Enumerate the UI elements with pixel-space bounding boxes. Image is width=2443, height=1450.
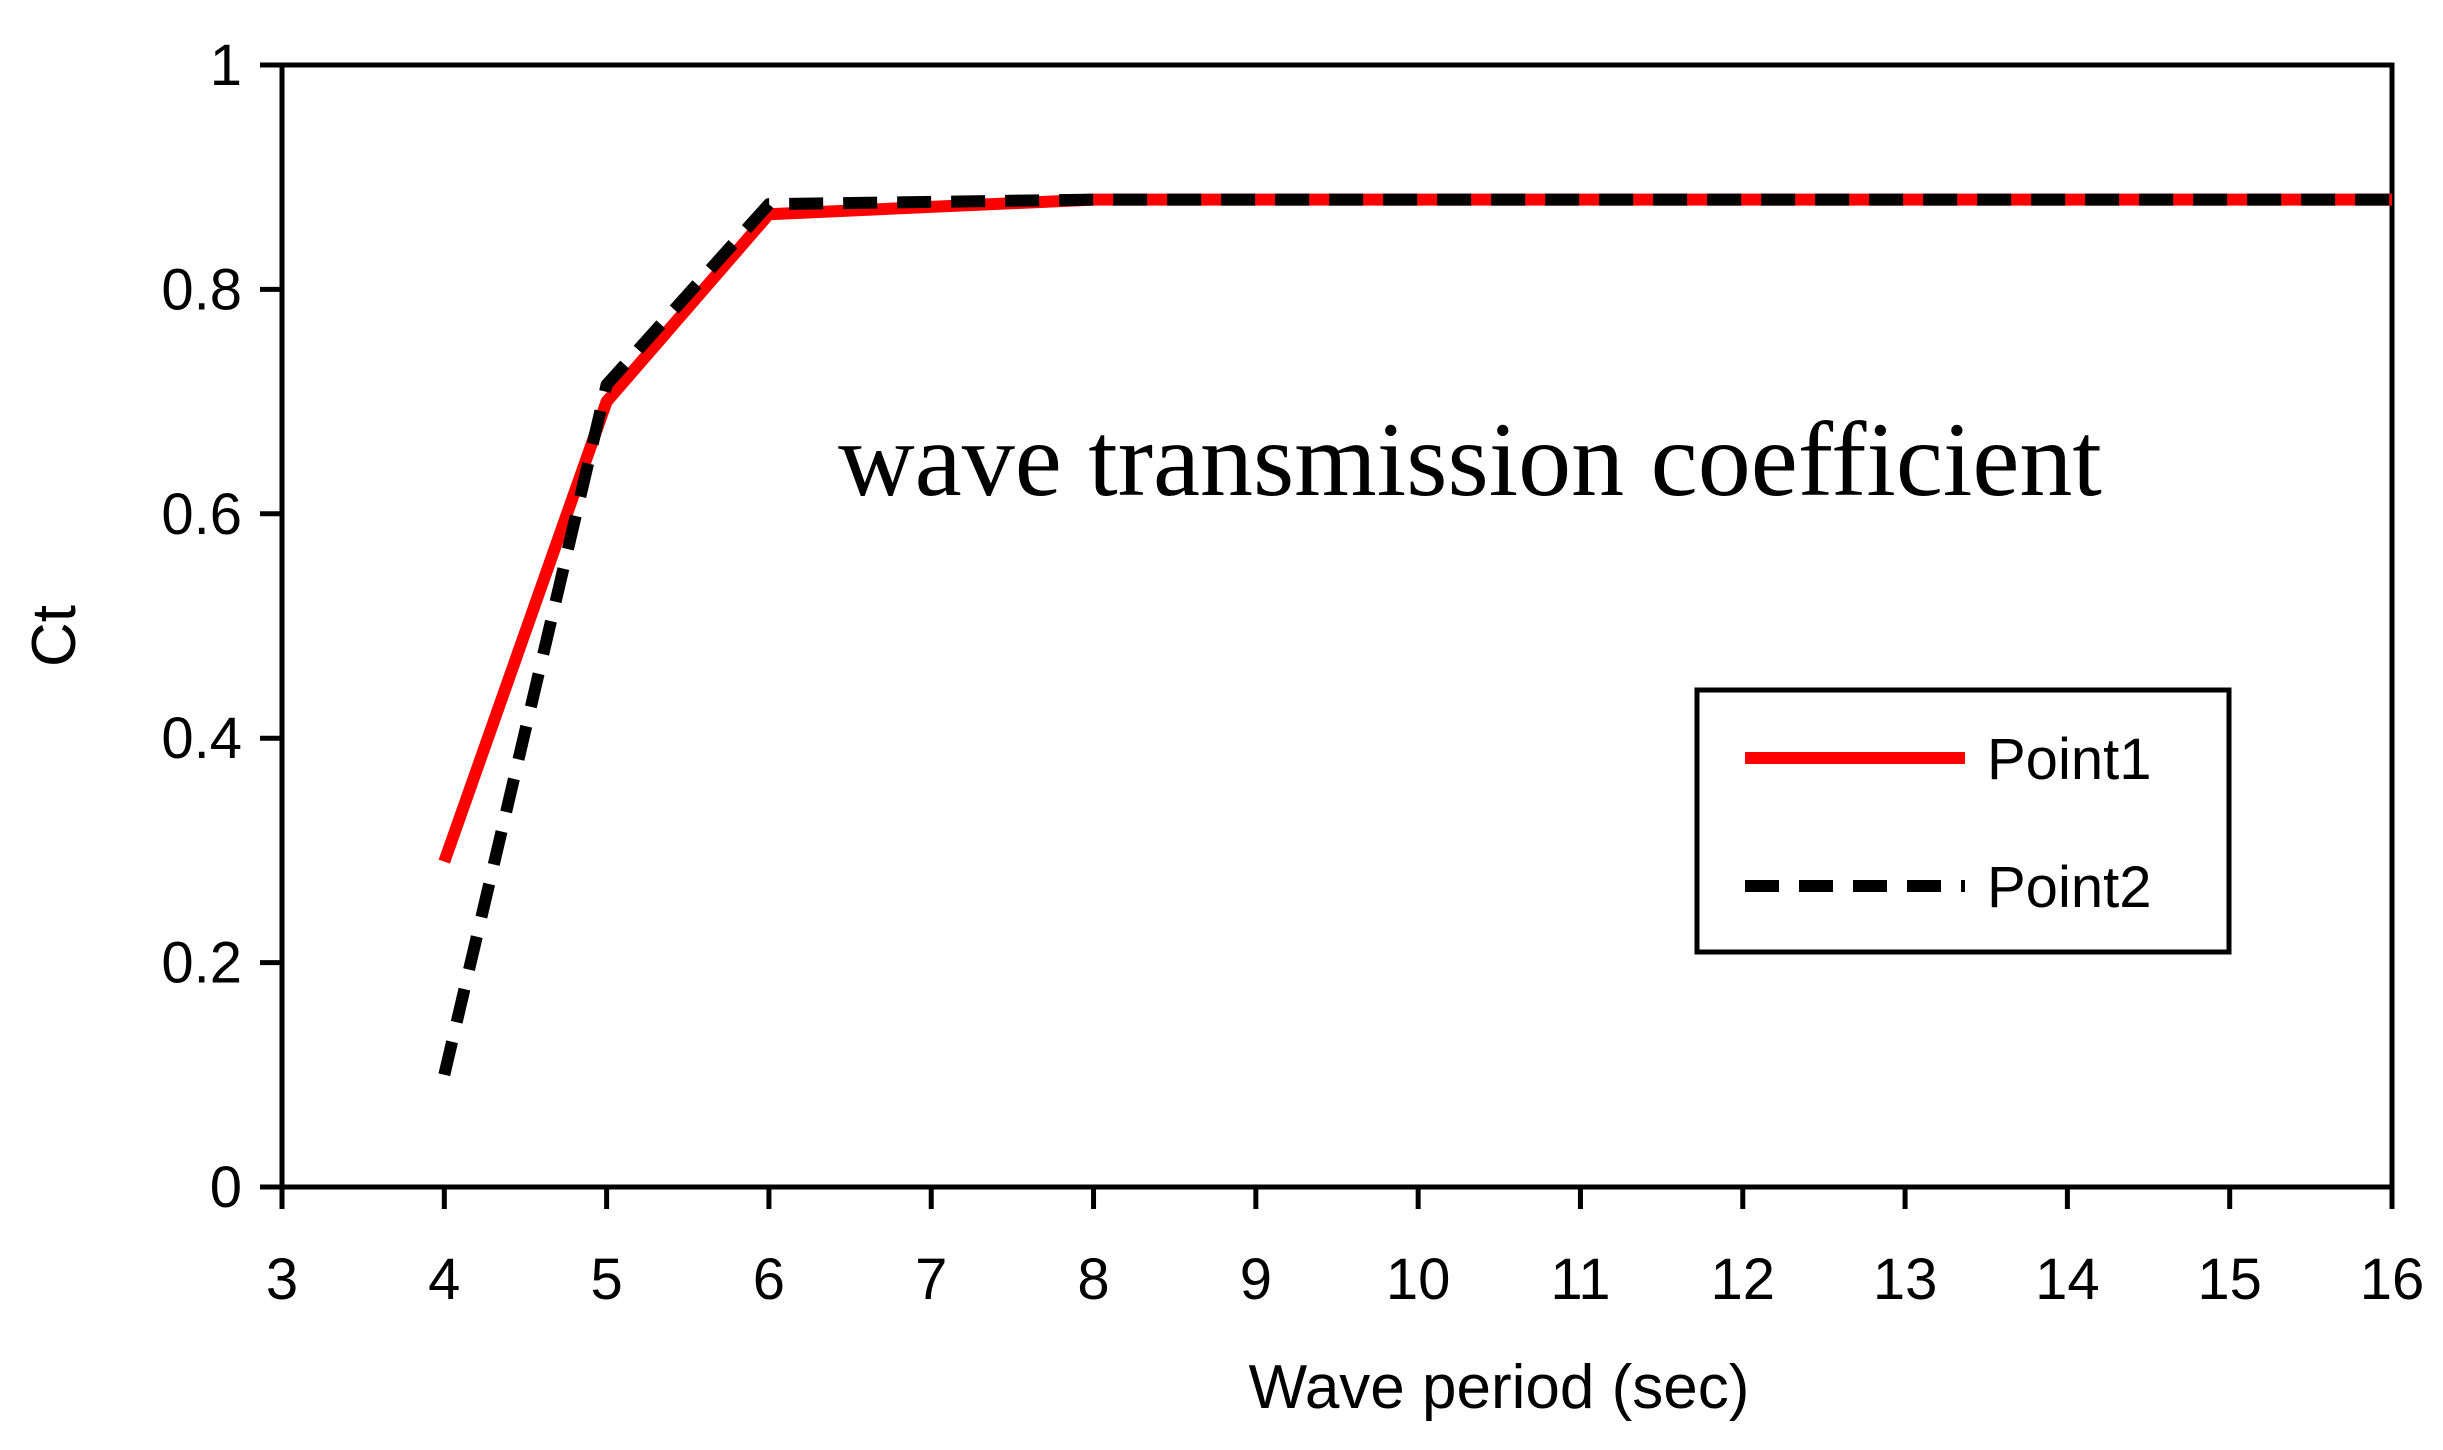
x-tick-label: 5: [590, 1247, 622, 1312]
legend-label-point2: Point2: [1987, 855, 2151, 920]
x-tick-label: 14: [2035, 1247, 2100, 1312]
y-tick-label: 1: [210, 33, 242, 98]
x-tick-label: 11: [1550, 1247, 1610, 1312]
chart-annotation: wave transmission coefficient: [838, 401, 2102, 518]
legend-label-point1: Point1: [1987, 727, 2151, 792]
series-line-point2: [438, 193, 2392, 1077]
y-tick-label: 0: [210, 1155, 242, 1220]
x-axis-title: Wave period (sec): [1249, 1353, 1750, 1422]
axes-layer: 00.20.40.60.813 4 5 6 7 8 9 10 11 12 13 14 15 16: [161, 33, 2424, 1312]
y-tick-label: 0.2: [161, 931, 242, 996]
x-tick-label: 7: [915, 1247, 947, 1312]
x-tick-label: 8: [1077, 1247, 1109, 1312]
series-layer: [438, 193, 2392, 1077]
x-tick-label: 13: [1873, 1247, 1938, 1312]
x-tick-label: 15: [2197, 1247, 2262, 1312]
y-tick-label: 0.6: [161, 482, 242, 547]
y-axis-title: Ct: [20, 605, 89, 667]
legend-box: [1694, 687, 2232, 955]
x-tick-label: 16: [2360, 1247, 2425, 1312]
y-tick-label: 0.8: [161, 257, 242, 322]
x-tick-label: 10: [1386, 1247, 1451, 1312]
x-tick-label: 9: [1240, 1247, 1272, 1312]
series-line-point1: [438, 193, 2392, 864]
x-tick-label: 12: [1711, 1247, 1776, 1312]
x-tick-label: 4: [428, 1247, 460, 1312]
x-tick-label: 3: [266, 1247, 298, 1312]
y-tick-label: 0.4: [161, 706, 242, 771]
legend: Point1 Point2: [1694, 687, 2232, 955]
x-tick-label: 6: [753, 1247, 785, 1312]
plot-area-frame: [279, 62, 2395, 1190]
